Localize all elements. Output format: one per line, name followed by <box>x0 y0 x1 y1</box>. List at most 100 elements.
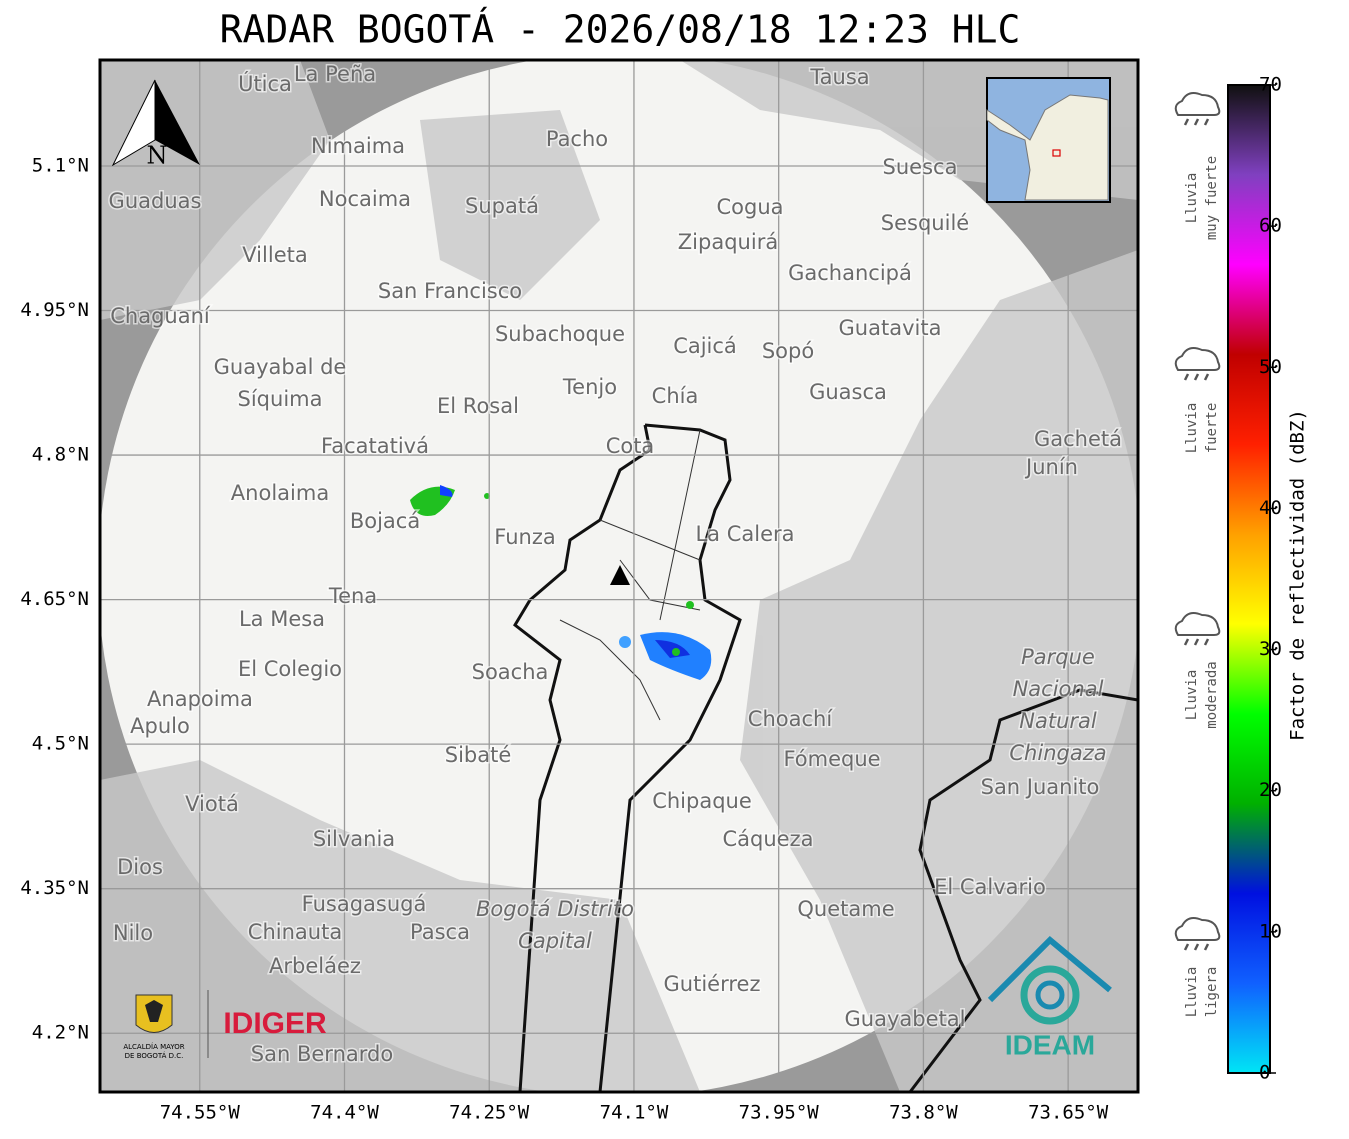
colorbar-tick-label: 70 <box>1259 74 1282 96</box>
place-name: El Rosal <box>437 394 519 418</box>
x-tick-label: 74.25°W <box>449 1102 530 1124</box>
place-name: Nocaima <box>319 187 411 211</box>
rain-icon <box>1183 118 1210 126</box>
place-name: Tena <box>328 584 377 608</box>
place-name: Supatá <box>465 194 539 218</box>
colorbar-tick-label: 20 <box>1259 779 1282 801</box>
place-name: Apulo <box>130 714 190 738</box>
rain-icon <box>1183 373 1210 381</box>
y-tick-label: 4.65°N <box>20 588 89 610</box>
place-name: Nimaima <box>311 134 405 158</box>
x-tick-label: 74.55°W <box>160 1102 241 1124</box>
place-name: San Juanito <box>981 775 1100 799</box>
x-tick-label: 73.65°W <box>1028 1102 1109 1124</box>
intensity-label: moderada <box>1204 661 1220 728</box>
x-tick-label: 74.4°W <box>310 1102 379 1124</box>
cloud-icon <box>1174 92 1221 116</box>
intensity-label: Lluvia <box>1184 967 1200 1018</box>
place-name: Guayabal de <box>214 355 347 379</box>
colorbar-tick-label: 30 <box>1259 638 1282 660</box>
place-name: Guasca <box>809 380 887 404</box>
place-name: El Calvario <box>934 875 1046 899</box>
intensity-label: Lluvia <box>1184 670 1200 721</box>
place-name: El Colegio <box>238 657 342 681</box>
x-tick-label: 74.1°W <box>600 1102 669 1124</box>
place-name: Facatativá <box>321 434 429 458</box>
place-name: La Peña <box>294 62 376 86</box>
place-name: La Calera <box>695 522 794 546</box>
place-name: Villeta <box>242 243 307 267</box>
place-name: Funza <box>494 525 555 549</box>
x-tick-label: 73.95°W <box>739 1102 820 1124</box>
place-name: Útica <box>238 71 292 96</box>
place-name: Chaguaní <box>110 304 211 328</box>
alcaldia-text: DE BOGOTÁ D.C. <box>125 1051 184 1060</box>
place-name: Junín <box>1024 455 1078 479</box>
colorbar-tick-label: 0 <box>1259 1062 1270 1084</box>
radar-echoes <box>410 485 712 680</box>
rain-icon <box>1183 638 1210 646</box>
place-name: La Mesa <box>239 607 325 631</box>
place-name: Soacha <box>472 660 549 684</box>
inset-map <box>986 77 1111 203</box>
colorbar-tick-label: 50 <box>1259 356 1282 378</box>
idiger-logo: IDIGER <box>223 1007 327 1040</box>
place-name: Guaduas <box>109 189 202 213</box>
cloud-icon <box>1174 347 1221 371</box>
cloud-icon <box>1174 917 1221 941</box>
place-name: Arbeláez <box>269 954 361 978</box>
place-name: Cota <box>606 434 655 458</box>
place-name: Viotá <box>185 792 239 816</box>
place-name: Gutiérrez <box>664 972 761 996</box>
place-name: Sibaté <box>445 743 512 767</box>
cloud-icon <box>1174 612 1221 636</box>
place-name: Sesquilé <box>881 211 969 235</box>
place-name: Anolaima <box>231 481 329 505</box>
place-name: Chinauta <box>248 920 342 944</box>
place-name: Nacional <box>1013 677 1104 701</box>
colorbar-tick-label: 60 <box>1259 215 1282 237</box>
place-name: Anapoima <box>147 687 253 711</box>
place-name: Suesca <box>883 155 958 179</box>
place-name: Tausa <box>809 65 869 89</box>
place-name: Parque <box>1021 645 1095 669</box>
intensity-label: Lluvia <box>1184 403 1200 454</box>
place-name: Silvania <box>313 827 395 851</box>
y-tick-label: 4.35°N <box>20 877 89 899</box>
intensity-label: fuerte <box>1204 403 1220 454</box>
y-tick-label: 4.2°N <box>32 1022 89 1044</box>
place-name: Bojacá <box>350 509 420 533</box>
place-name: Choachí <box>748 707 834 731</box>
ideam-text: IDEAM <box>1005 1029 1095 1060</box>
place-name: Gachancipá <box>788 261 912 285</box>
place-name: Síquima <box>238 387 323 411</box>
place-name: Subachoque <box>495 322 625 346</box>
place-name: Dios <box>117 855 163 879</box>
place-name: San Bernardo <box>251 1042 393 1066</box>
x-tick-label: 73.8°W <box>889 1102 958 1124</box>
place-name: Pasca <box>410 920 470 944</box>
y-tick-label: 4.5°N <box>32 733 89 755</box>
place-name: Guatavita <box>839 316 942 340</box>
place-name: Capital <box>518 929 592 953</box>
place-name: Chingaza <box>1009 741 1106 765</box>
place-name: Cogua <box>716 195 783 219</box>
y-tick-label: 5.1°N <box>32 154 89 176</box>
rain-icon <box>1183 943 1210 951</box>
north-arrow: N <box>111 79 200 170</box>
place-name: Gachetá <box>1034 427 1122 451</box>
place-name: Sopó <box>762 339 814 363</box>
place-name: Natural <box>1019 709 1097 733</box>
place-name: Nilo <box>113 921 153 945</box>
north-label: N <box>147 142 168 170</box>
map-frame <box>98 58 1140 1094</box>
alcaldia-text: ALCALDÍA MAYOR <box>123 1042 184 1051</box>
place-name: Cáqueza <box>723 827 814 851</box>
intensity-label: muy fuerte <box>1204 156 1220 240</box>
alcaldia-logo: ALCALDÍA MAYOR DE BOGOTÁ D.C. IDIGER <box>123 990 327 1060</box>
colorbar-tick-label: 40 <box>1259 497 1282 519</box>
title: RADAR BOGOTÁ - 2026/08/18 12:23 HLC <box>220 8 1021 52</box>
place-name: Fómeque <box>783 747 880 771</box>
